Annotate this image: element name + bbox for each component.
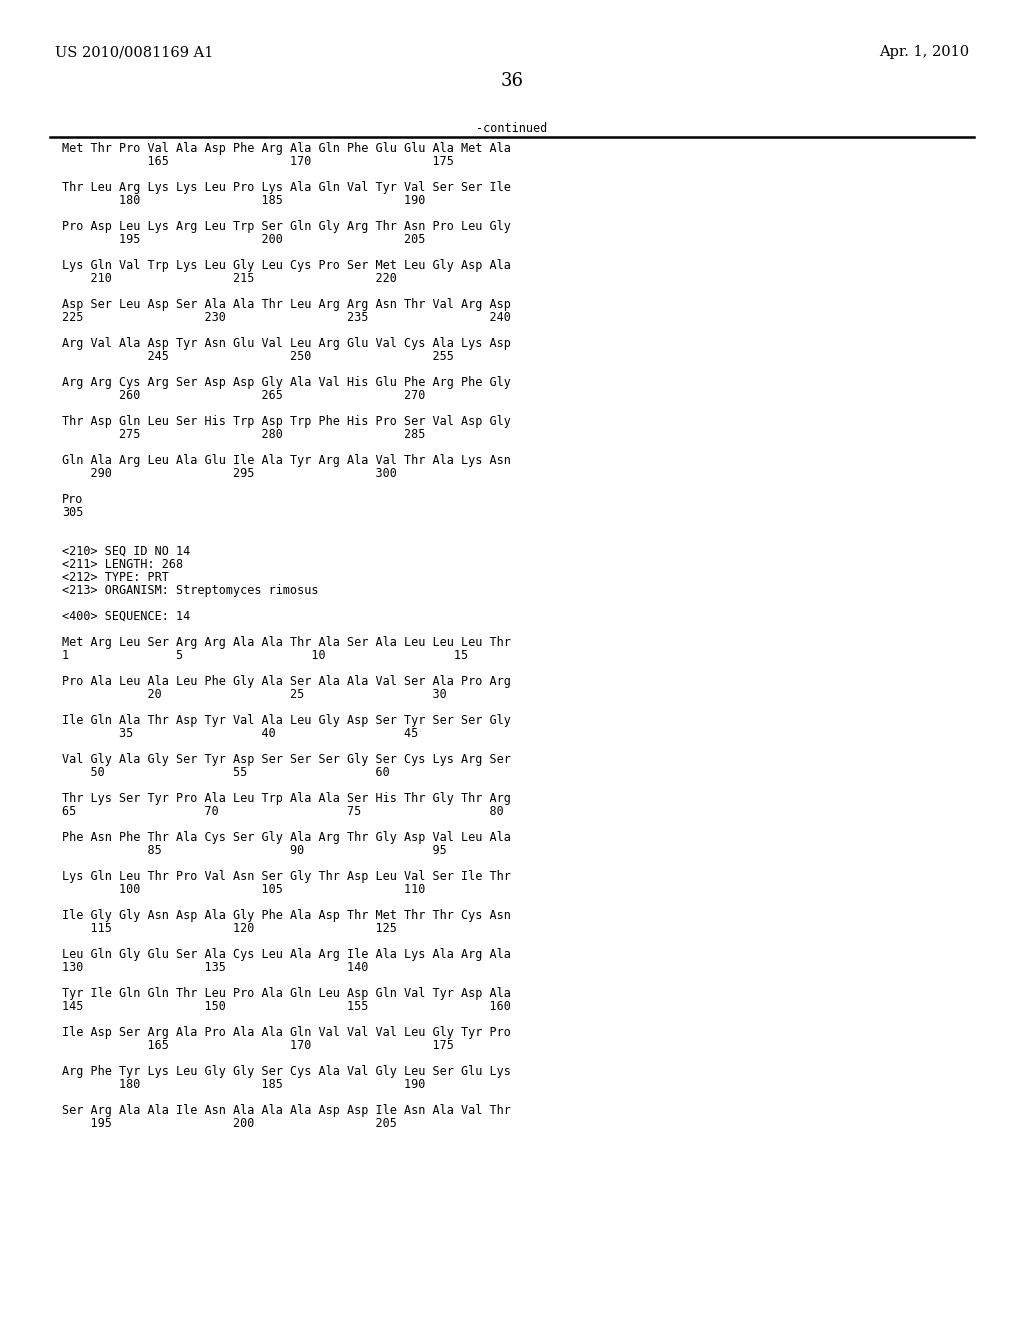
Text: Ile Gln Ala Thr Asp Tyr Val Ala Leu Gly Asp Ser Tyr Ser Ser Gly: Ile Gln Ala Thr Asp Tyr Val Ala Leu Gly … (62, 714, 511, 727)
Text: 275                 280                 285: 275 280 285 (62, 428, 425, 441)
Text: 165                 170                 175: 165 170 175 (62, 1039, 454, 1052)
Text: Asp Ser Leu Asp Ser Ala Ala Thr Leu Arg Arg Asn Thr Val Arg Asp: Asp Ser Leu Asp Ser Ala Ala Thr Leu Arg … (62, 298, 511, 312)
Text: 260                 265                 270: 260 265 270 (62, 389, 425, 403)
Text: Val Gly Ala Gly Ser Tyr Asp Ser Ser Ser Gly Ser Cys Lys Arg Ser: Val Gly Ala Gly Ser Tyr Asp Ser Ser Ser … (62, 752, 511, 766)
Text: 210                 215                 220: 210 215 220 (62, 272, 397, 285)
Text: Apr. 1, 2010: Apr. 1, 2010 (879, 45, 969, 59)
Text: Leu Gln Gly Glu Ser Ala Cys Leu Ala Arg Ile Ala Lys Ala Arg Ala: Leu Gln Gly Glu Ser Ala Cys Leu Ala Arg … (62, 948, 511, 961)
Text: Thr Lys Ser Tyr Pro Ala Leu Trp Ala Ala Ser His Thr Gly Thr Arg: Thr Lys Ser Tyr Pro Ala Leu Trp Ala Ala … (62, 792, 511, 805)
Text: Pro: Pro (62, 492, 83, 506)
Text: Thr Leu Arg Lys Lys Leu Pro Lys Ala Gln Val Tyr Val Ser Ser Ile: Thr Leu Arg Lys Lys Leu Pro Lys Ala Gln … (62, 181, 511, 194)
Text: 20                  25                  30: 20 25 30 (62, 688, 446, 701)
Text: Phe Asn Phe Thr Ala Cys Ser Gly Ala Arg Thr Gly Asp Val Leu Ala: Phe Asn Phe Thr Ala Cys Ser Gly Ala Arg … (62, 832, 511, 843)
Text: <213> ORGANISM: Streptomyces rimosus: <213> ORGANISM: Streptomyces rimosus (62, 583, 318, 597)
Text: 290                 295                 300: 290 295 300 (62, 467, 397, 480)
Text: <400> SEQUENCE: 14: <400> SEQUENCE: 14 (62, 610, 190, 623)
Text: 180                 185                 190: 180 185 190 (62, 194, 425, 207)
Text: Thr Asp Gln Leu Ser His Trp Asp Trp Phe His Pro Ser Val Asp Gly: Thr Asp Gln Leu Ser His Trp Asp Trp Phe … (62, 414, 511, 428)
Text: 165                 170                 175: 165 170 175 (62, 154, 454, 168)
Text: 65                  70                  75                  80: 65 70 75 80 (62, 805, 504, 818)
Text: Pro Asp Leu Lys Arg Leu Trp Ser Gln Gly Arg Thr Asn Pro Leu Gly: Pro Asp Leu Lys Arg Leu Trp Ser Gln Gly … (62, 220, 511, 234)
Text: 305: 305 (62, 506, 83, 519)
Text: <211> LENGTH: 268: <211> LENGTH: 268 (62, 558, 183, 572)
Text: 115                 120                 125: 115 120 125 (62, 921, 397, 935)
Text: -continued: -continued (476, 121, 548, 135)
Text: Ile Gly Gly Asn Asp Ala Gly Phe Ala Asp Thr Met Thr Thr Cys Asn: Ile Gly Gly Asn Asp Ala Gly Phe Ala Asp … (62, 909, 511, 921)
Text: Pro Ala Leu Ala Leu Phe Gly Ala Ser Ala Ala Val Ser Ala Pro Arg: Pro Ala Leu Ala Leu Phe Gly Ala Ser Ala … (62, 675, 511, 688)
Text: Ser Arg Ala Ala Ile Asn Ala Ala Ala Asp Asp Ile Asn Ala Val Thr: Ser Arg Ala Ala Ile Asn Ala Ala Ala Asp … (62, 1104, 511, 1117)
Text: Arg Arg Cys Arg Ser Asp Asp Gly Ala Val His Glu Phe Arg Phe Gly: Arg Arg Cys Arg Ser Asp Asp Gly Ala Val … (62, 376, 511, 389)
Text: 1               5                  10                  15: 1 5 10 15 (62, 649, 468, 663)
Text: 36: 36 (501, 73, 523, 90)
Text: 145                 150                 155                 160: 145 150 155 160 (62, 1001, 511, 1012)
Text: Arg Phe Tyr Lys Leu Gly Gly Ser Cys Ala Val Gly Leu Ser Glu Lys: Arg Phe Tyr Lys Leu Gly Gly Ser Cys Ala … (62, 1065, 511, 1078)
Text: Tyr Ile Gln Gln Thr Leu Pro Ala Gln Leu Asp Gln Val Tyr Asp Ala: Tyr Ile Gln Gln Thr Leu Pro Ala Gln Leu … (62, 987, 511, 1001)
Text: 100                 105                 110: 100 105 110 (62, 883, 425, 896)
Text: <210> SEQ ID NO 14: <210> SEQ ID NO 14 (62, 545, 190, 558)
Text: Lys Gln Val Trp Lys Leu Gly Leu Cys Pro Ser Met Leu Gly Asp Ala: Lys Gln Val Trp Lys Leu Gly Leu Cys Pro … (62, 259, 511, 272)
Text: 130                 135                 140: 130 135 140 (62, 961, 369, 974)
Text: 50                  55                  60: 50 55 60 (62, 766, 390, 779)
Text: 225                 230                 235                 240: 225 230 235 240 (62, 312, 511, 323)
Text: Gln Ala Arg Leu Ala Glu Ile Ala Tyr Arg Ala Val Thr Ala Lys Asn: Gln Ala Arg Leu Ala Glu Ile Ala Tyr Arg … (62, 454, 511, 467)
Text: 195                 200                 205: 195 200 205 (62, 1117, 397, 1130)
Text: Met Thr Pro Val Ala Asp Phe Arg Ala Gln Phe Glu Glu Ala Met Ala: Met Thr Pro Val Ala Asp Phe Arg Ala Gln … (62, 143, 511, 154)
Text: 35                  40                  45: 35 40 45 (62, 727, 418, 741)
Text: Lys Gln Leu Thr Pro Val Asn Ser Gly Thr Asp Leu Val Ser Ile Thr: Lys Gln Leu Thr Pro Val Asn Ser Gly Thr … (62, 870, 511, 883)
Text: 180                 185                 190: 180 185 190 (62, 1078, 425, 1092)
Text: Ile Asp Ser Arg Ala Pro Ala Ala Gln Val Val Val Leu Gly Tyr Pro: Ile Asp Ser Arg Ala Pro Ala Ala Gln Val … (62, 1026, 511, 1039)
Text: <212> TYPE: PRT: <212> TYPE: PRT (62, 572, 169, 583)
Text: Arg Val Ala Asp Tyr Asn Glu Val Leu Arg Glu Val Cys Ala Lys Asp: Arg Val Ala Asp Tyr Asn Glu Val Leu Arg … (62, 337, 511, 350)
Text: US 2010/0081169 A1: US 2010/0081169 A1 (55, 45, 213, 59)
Text: 195                 200                 205: 195 200 205 (62, 234, 425, 246)
Text: Met Arg Leu Ser Arg Arg Ala Ala Thr Ala Ser Ala Leu Leu Leu Thr: Met Arg Leu Ser Arg Arg Ala Ala Thr Ala … (62, 636, 511, 649)
Text: 245                 250                 255: 245 250 255 (62, 350, 454, 363)
Text: 85                  90                  95: 85 90 95 (62, 843, 446, 857)
